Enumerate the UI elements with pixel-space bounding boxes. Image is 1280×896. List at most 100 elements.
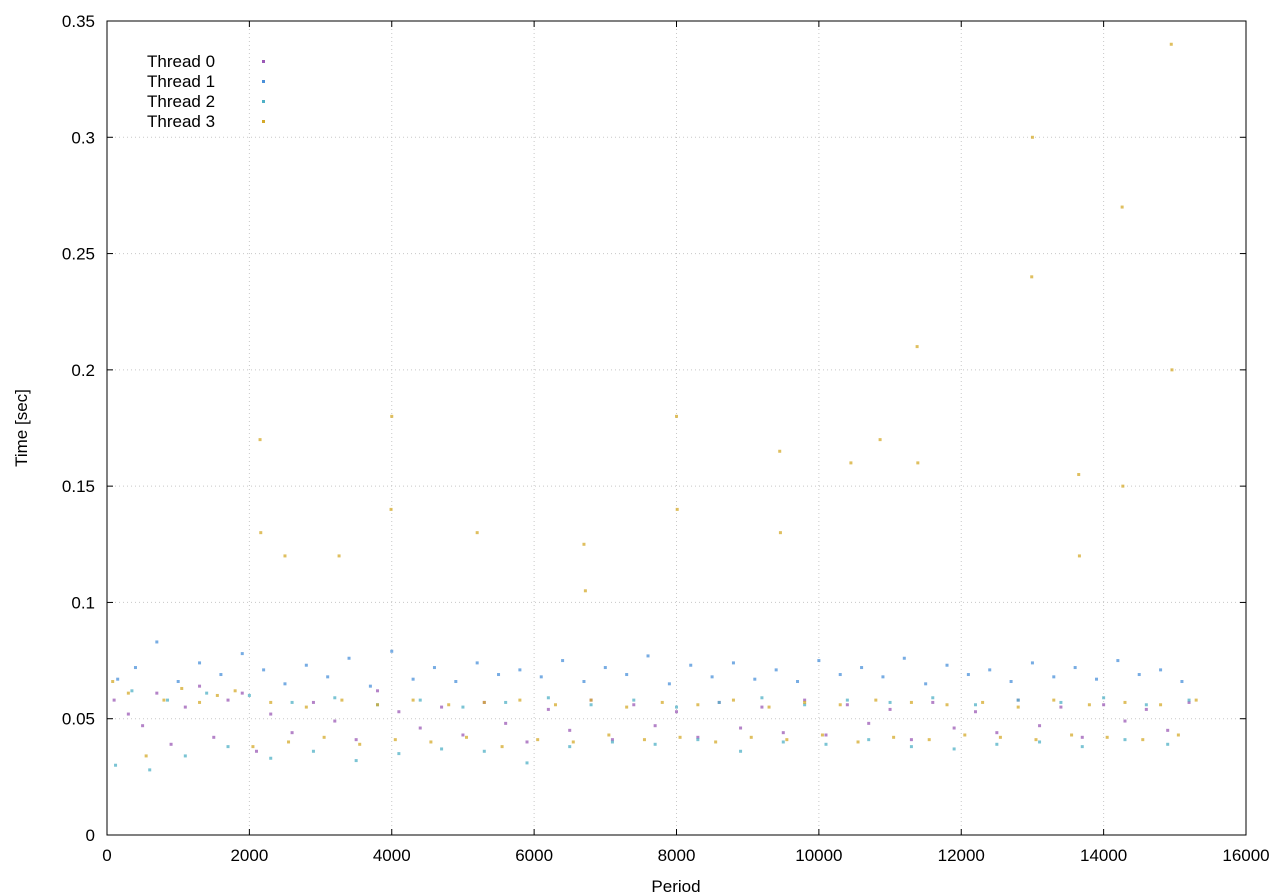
data-point bbox=[589, 698, 593, 702]
data-point bbox=[867, 721, 871, 725]
data-point bbox=[247, 693, 251, 697]
data-point bbox=[909, 745, 913, 749]
series-3 bbox=[111, 42, 1198, 758]
data-point bbox=[240, 691, 244, 695]
data-point bbox=[482, 700, 486, 704]
x-tick-label: 10000 bbox=[795, 846, 842, 865]
data-point bbox=[333, 719, 337, 723]
data-point bbox=[354, 738, 358, 742]
data-point bbox=[111, 680, 115, 684]
data-point bbox=[632, 703, 636, 707]
data-point bbox=[290, 700, 294, 704]
x-tick-label: 0 bbox=[102, 846, 111, 865]
data-point bbox=[1030, 275, 1034, 279]
data-point bbox=[781, 731, 785, 735]
data-point bbox=[176, 680, 180, 684]
data-point bbox=[973, 710, 977, 714]
data-point bbox=[240, 652, 244, 656]
data-point bbox=[1120, 205, 1124, 209]
data-point bbox=[347, 656, 351, 660]
y-tick-label: 0.25 bbox=[62, 245, 95, 264]
data-point bbox=[112, 698, 116, 702]
data-point bbox=[589, 703, 593, 707]
data-point bbox=[753, 677, 757, 681]
y-tick-label: 0.05 bbox=[62, 710, 95, 729]
data-point bbox=[660, 700, 664, 704]
data-point bbox=[304, 663, 308, 667]
x-tick-label: 14000 bbox=[1080, 846, 1127, 865]
data-point bbox=[1144, 707, 1148, 711]
data-point bbox=[390, 414, 394, 418]
y-tick-label: 0.2 bbox=[71, 361, 95, 380]
data-point bbox=[767, 705, 771, 709]
data-point bbox=[1034, 738, 1038, 742]
data-point bbox=[571, 740, 575, 744]
data-point bbox=[461, 733, 465, 737]
data-point bbox=[376, 703, 380, 707]
data-point bbox=[653, 724, 657, 728]
data-point bbox=[1052, 698, 1056, 702]
data-point bbox=[582, 680, 586, 684]
data-point bbox=[326, 675, 330, 679]
data-point bbox=[988, 668, 992, 672]
data-point bbox=[820, 733, 824, 737]
data-point bbox=[212, 735, 216, 739]
data-point bbox=[546, 707, 550, 711]
series-2 bbox=[114, 689, 1191, 772]
data-point bbox=[553, 703, 557, 707]
x-axis-title: Period bbox=[651, 877, 700, 896]
data-point bbox=[867, 738, 871, 742]
data-point bbox=[440, 747, 444, 751]
data-point bbox=[215, 693, 219, 697]
data-point bbox=[1070, 733, 1074, 737]
data-point bbox=[169, 742, 173, 746]
data-point bbox=[1141, 738, 1145, 742]
data-point bbox=[390, 649, 394, 653]
legend-label: Thread 0 bbox=[147, 52, 215, 71]
data-point bbox=[583, 589, 587, 593]
data-point bbox=[927, 738, 931, 742]
data-point bbox=[952, 726, 956, 730]
x-tick-label: 16000 bbox=[1222, 846, 1269, 865]
data-point bbox=[1166, 728, 1170, 732]
data-point bbox=[539, 675, 543, 679]
legend-marker bbox=[262, 100, 265, 103]
data-point bbox=[226, 698, 230, 702]
data-point bbox=[710, 675, 714, 679]
data-point bbox=[856, 740, 860, 744]
data-point bbox=[464, 735, 468, 739]
data-point bbox=[269, 756, 273, 760]
data-point bbox=[233, 689, 237, 693]
data-point bbox=[632, 698, 636, 702]
data-point bbox=[607, 733, 611, 737]
data-point bbox=[340, 698, 344, 702]
data-point bbox=[731, 661, 735, 665]
axis-ticks bbox=[106, 20, 1247, 836]
data-point bbox=[909, 700, 913, 704]
data-point bbox=[411, 698, 415, 702]
data-point bbox=[283, 682, 287, 686]
data-point bbox=[525, 740, 529, 744]
data-point bbox=[714, 740, 718, 744]
data-point bbox=[141, 724, 145, 728]
data-point bbox=[322, 735, 326, 739]
data-point bbox=[653, 742, 657, 746]
data-point bbox=[981, 700, 985, 704]
data-point bbox=[945, 663, 949, 667]
legend-marker bbox=[262, 60, 265, 63]
data-point bbox=[1170, 368, 1174, 372]
data-point bbox=[1166, 742, 1170, 746]
data-point bbox=[1080, 745, 1084, 749]
data-point bbox=[824, 733, 828, 737]
data-point bbox=[731, 698, 735, 702]
data-point bbox=[518, 668, 522, 672]
data-point bbox=[1073, 666, 1077, 670]
data-point bbox=[1137, 673, 1141, 677]
data-point bbox=[739, 749, 743, 753]
data-point bbox=[411, 677, 415, 681]
data-point bbox=[504, 721, 508, 725]
data-point bbox=[945, 703, 949, 707]
data-point bbox=[393, 738, 397, 742]
data-point bbox=[262, 668, 266, 672]
